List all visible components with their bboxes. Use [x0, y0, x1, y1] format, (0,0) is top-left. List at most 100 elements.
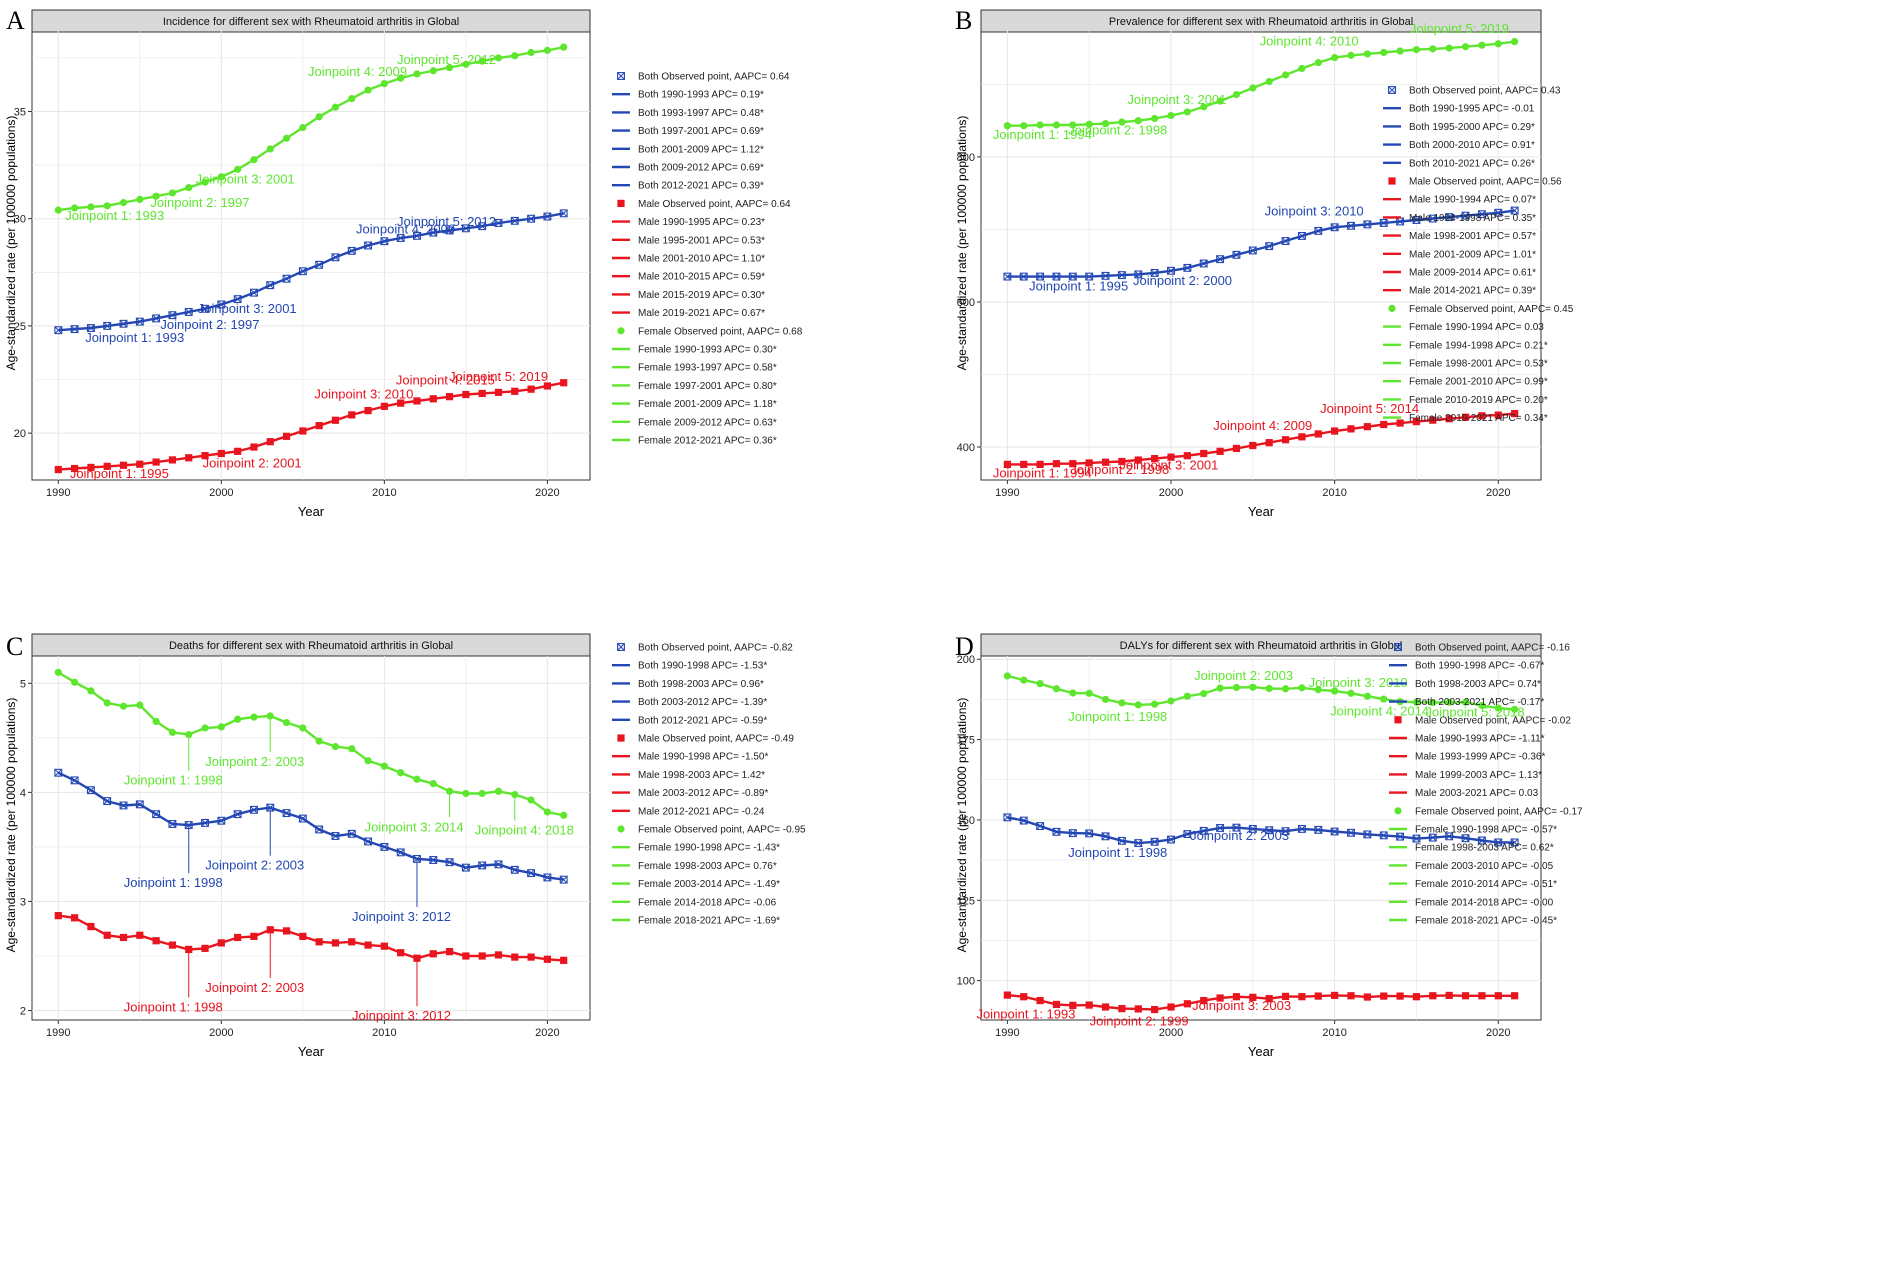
legend-item: Male Observed point, AAPC= -0.49	[617, 734, 794, 745]
legend-label: Both 1998-2003 APC= 0.74*	[1415, 679, 1541, 690]
observed-point-both	[1330, 827, 1339, 836]
joinpoint-label: Joinpoint 3: 2001	[1127, 92, 1226, 107]
observed-point-male	[331, 939, 340, 947]
x-tick-label: 2010	[1322, 1027, 1346, 1039]
legend-item: Female 1990-1998 APC= -0.57*	[1389, 825, 1557, 836]
legend-item: Both 1990-1993 APC= 0.19*	[612, 90, 764, 101]
observed-point-female	[348, 95, 356, 103]
legend-item: Male 2010-2015 APC= 0.59*	[612, 272, 765, 283]
observed-point-female	[1298, 64, 1306, 73]
x-tick-label: 1990	[995, 1027, 1019, 1039]
observed-point-male	[1314, 430, 1322, 438]
observed-point-female	[1118, 699, 1126, 707]
observed-point-both	[1134, 839, 1143, 848]
legend-item: Female 2014-2018 APC= -0.00	[1389, 897, 1554, 908]
legend-label: Both 1990-1993 APC= 0.19*	[638, 90, 764, 101]
observed-point-both	[1101, 271, 1110, 280]
legend-label: Male 1993-1999 APC= -0.36*	[1415, 752, 1545, 763]
legend-label: Both 1995-2000 APC= 0.29*	[1409, 122, 1535, 133]
joinpoint-label: Joinpoint 4: 2009	[308, 64, 407, 79]
observed-point-male	[560, 956, 568, 964]
observed-point-male	[543, 955, 551, 963]
legend-label: Male 2003-2021 APC= 0.03	[1415, 788, 1539, 799]
legend-label: Male 1998-2003 APC= 1.42*	[638, 770, 765, 781]
observed-point-both	[380, 237, 389, 246]
observed-point-male	[1151, 454, 1159, 463]
observed-point-both	[331, 832, 340, 840]
observed-point-both	[478, 861, 487, 870]
legend-label: Both 2001-2009 APC= 1.12*	[638, 144, 764, 155]
legend-label: Male 2001-2010 APC= 1.10*	[638, 254, 765, 265]
series-female: Joinpoint 1: 1998 Joinpoint 2: 2003 Joinpo…	[54, 668, 574, 838]
observed-point-female	[1380, 695, 1388, 703]
observed-point-male	[1396, 419, 1404, 427]
y-axis-title: Age-standardized rate (per 100000 popula…	[955, 116, 969, 371]
legend-label: Male 1990-1995 APC= 0.23*	[638, 217, 765, 228]
observed-point-both	[347, 246, 356, 255]
observed-point-both	[1445, 832, 1454, 841]
legend-item: Both 1993-1997 APC= 0.48*	[612, 108, 764, 119]
observed-point-male	[1232, 444, 1241, 453]
observed-point-male	[217, 939, 225, 947]
observed-point-female	[462, 789, 470, 798]
y-tick-label: 125	[957, 895, 975, 907]
observed-point-both	[331, 253, 340, 262]
observed-point-male	[511, 953, 519, 961]
observed-point-male	[136, 931, 144, 939]
observed-point-male	[1265, 995, 1273, 1003]
observed-point-female	[103, 202, 111, 210]
legend-item: Both 2003-2021 APC= -0.17*	[1389, 697, 1544, 708]
observed-point-male	[103, 462, 111, 470]
joinpoint-label: Joinpoint 1: 1998	[124, 999, 223, 1014]
legend-item: Female 2001-2010 APC= 0.99*	[1383, 377, 1548, 388]
observed-point-female	[429, 780, 437, 788]
legend-item: Female 1990-1993 APC= 0.30*	[612, 345, 777, 356]
observed-point-female	[1429, 699, 1437, 707]
joinpoint-label: Joinpoint 1: 1995	[1029, 279, 1128, 294]
observed-point-both	[201, 304, 209, 313]
gridlines	[981, 30, 1541, 480]
observed-point-female	[1151, 114, 1159, 123]
observed-point-female	[1281, 71, 1290, 79]
legend-marker	[617, 734, 625, 742]
legend-item: Both 2001-2009 APC= 1.12*	[612, 144, 764, 155]
legend-marker	[1388, 177, 1396, 185]
observed-point-both	[1314, 825, 1323, 834]
y-tick-label: 600	[957, 297, 975, 309]
legend-label: Female 1998-2001 APC= 0.53*	[1409, 359, 1548, 370]
observed-point-male	[1003, 460, 1011, 468]
observed-point-both	[510, 216, 519, 225]
series-male: Joinpoint 1: 1993 Joinpoint 2: 1999Joinpo…	[976, 991, 1519, 1029]
observed-point-female	[1511, 705, 1519, 713]
observed-point-male	[315, 422, 323, 430]
joinpoint-label: Joinpoint 3: 2001	[198, 301, 297, 316]
observed-point-male	[1380, 420, 1388, 429]
joinpoint-label: Joinpoint 2: 2003	[205, 754, 304, 769]
observed-point-male	[119, 461, 128, 469]
observed-point-male	[1249, 993, 1257, 1001]
legend-item: Both 1998-2003 APC= 0.74*	[1389, 679, 1541, 690]
legend-label: Both 2003-2021 APC= -0.17*	[1415, 697, 1544, 708]
fit-line-both	[1007, 816, 1515, 845]
observed-point-female	[445, 787, 454, 795]
observed-point-female	[315, 737, 323, 745]
legend-item: Both 1990-1998 APC= -1.53*	[612, 661, 767, 672]
observed-point-female	[103, 699, 111, 707]
observed-point-female	[445, 63, 454, 72]
y-tick-label: 100	[957, 976, 975, 988]
x-tick-label: 2000	[1159, 1027, 1183, 1039]
observed-point-both	[282, 809, 291, 818]
observed-point-female	[478, 789, 486, 798]
y-tick-label: 150	[957, 815, 975, 827]
y-tick-label: 175	[957, 735, 975, 747]
legend-item: Female 2010-2019 APC= 0.20*	[1383, 395, 1548, 406]
observed-point-male	[1347, 992, 1355, 1000]
x-tick-label: 1990	[46, 487, 70, 499]
legend-label: Male 1990-1998 APC= -1.50*	[638, 752, 768, 763]
observed-point-female	[1412, 45, 1421, 54]
legend-label: Male 2019-2021 APC= 0.67*	[638, 308, 765, 319]
observed-point-female	[1331, 53, 1339, 62]
legend-label: Female 1998-2003 APC= 0.76*	[638, 861, 777, 872]
observed-point-male	[71, 914, 79, 922]
legend-marker	[617, 327, 625, 335]
